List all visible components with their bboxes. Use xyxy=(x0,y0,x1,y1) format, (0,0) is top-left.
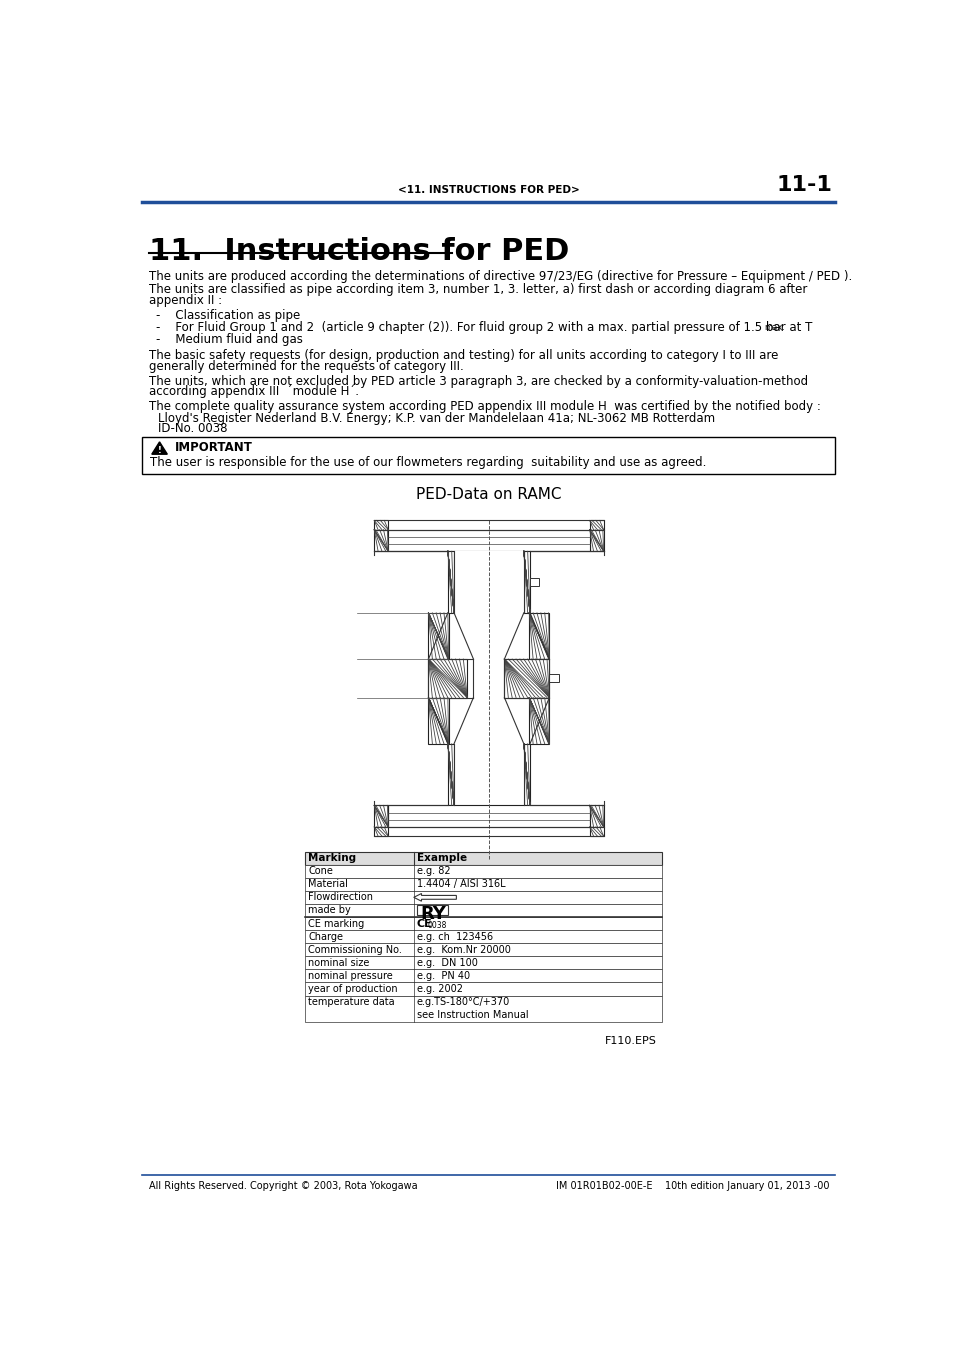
Bar xyxy=(305,930,661,944)
Bar xyxy=(447,551,454,613)
Bar xyxy=(589,828,603,836)
Text: e.g.  PN 40: e.g. PN 40 xyxy=(416,971,470,981)
Bar xyxy=(305,904,661,917)
Text: IM 01R01B02-00E-E    10th edition January 01, 2013 -00: IM 01R01B02-00E-E 10th edition January 0… xyxy=(555,1181,828,1192)
Bar xyxy=(589,529,603,551)
Bar xyxy=(305,864,661,878)
Text: nominal pressure: nominal pressure xyxy=(308,971,393,981)
Bar xyxy=(504,659,549,698)
Text: according appendix III  ´module H´.: according appendix III ´module H´. xyxy=(149,385,358,398)
Bar xyxy=(523,551,530,613)
Bar xyxy=(142,437,834,474)
Polygon shape xyxy=(152,441,167,454)
Text: nominal size: nominal size xyxy=(308,957,370,968)
Text: The basic safety requests (for design, production and testing) for all units acc: The basic safety requests (for design, p… xyxy=(149,350,778,362)
Text: Commissioning No.: Commissioning No. xyxy=(308,945,402,954)
Bar xyxy=(523,744,530,806)
Text: !: ! xyxy=(157,446,161,455)
Text: -    Medium fluid and gas: - Medium fluid and gas xyxy=(156,332,303,346)
Bar xyxy=(428,613,448,659)
Text: 11-1: 11-1 xyxy=(776,176,831,196)
Text: e.g.TS-180°C/+370: e.g.TS-180°C/+370 xyxy=(416,998,510,1007)
Text: see Instruction Manual: see Instruction Manual xyxy=(416,1010,528,1021)
Text: e.g. ch  123456: e.g. ch 123456 xyxy=(416,931,493,941)
Text: Cone: Cone xyxy=(308,867,333,876)
Text: e.g.  DN 100: e.g. DN 100 xyxy=(416,957,477,968)
Bar xyxy=(529,613,549,659)
Text: made by: made by xyxy=(308,906,351,915)
Bar xyxy=(454,551,523,613)
Text: <11. INSTRUCTIONS FOR PED>: <11. INSTRUCTIONS FOR PED> xyxy=(397,185,579,196)
Text: ID-No. 0038: ID-No. 0038 xyxy=(158,423,227,435)
Text: -    Classification as pipe: - Classification as pipe xyxy=(156,309,300,321)
Bar xyxy=(305,852,661,864)
Text: 1.4404 / AISI 316L: 1.4404 / AISI 316L xyxy=(416,879,505,890)
Bar xyxy=(428,698,448,744)
Text: appendix II :: appendix II : xyxy=(149,294,222,306)
Bar xyxy=(589,806,603,828)
Text: The units, which are not excluded by PED article 3 paragraph 3, are checked by a: The units, which are not excluded by PED… xyxy=(149,374,807,387)
Text: The units are classified as pipe according item 3, number 1, 3. letter, a) first: The units are classified as pipe accordi… xyxy=(149,284,806,296)
Bar xyxy=(305,956,661,969)
Bar xyxy=(374,529,388,551)
Bar xyxy=(447,744,454,806)
Text: Flowdirection: Flowdirection xyxy=(308,892,373,902)
Text: RY: RY xyxy=(419,906,445,923)
Text: CE marking: CE marking xyxy=(308,918,364,929)
Text: 11.  Instructions for PED: 11. Instructions for PED xyxy=(149,238,569,266)
Bar xyxy=(305,983,661,995)
Text: year of production: year of production xyxy=(308,984,397,994)
Text: The complete quality assurance system according PED appendix III module H  was c: The complete quality assurance system ac… xyxy=(149,400,820,413)
Bar xyxy=(374,521,388,529)
Text: temperature data: temperature data xyxy=(308,998,395,1007)
Bar xyxy=(447,551,454,613)
Bar xyxy=(388,806,589,828)
Text: PED-Data on RAMC: PED-Data on RAMC xyxy=(416,486,561,502)
Bar xyxy=(305,878,661,891)
Bar xyxy=(549,675,558,682)
Text: Lloyd's Register Nederland B.V. Energy; K.P. van der Mandelelaan 41a; NL-3062 MB: Lloyd's Register Nederland B.V. Energy; … xyxy=(158,412,715,425)
Text: The units are produced according the determinations of directive 97/23/EG (direc: The units are produced according the det… xyxy=(149,270,851,282)
Bar xyxy=(529,698,549,744)
Text: e.g. 82: e.g. 82 xyxy=(416,867,450,876)
Bar xyxy=(374,828,388,836)
Text: e.g.  Kom.Nr 20000: e.g. Kom.Nr 20000 xyxy=(416,945,510,954)
Text: All Rights Reserved. Copyright © 2003, Rota Yokogawa: All Rights Reserved. Copyright © 2003, R… xyxy=(149,1181,416,1192)
Text: F110.EPS: F110.EPS xyxy=(604,1035,656,1045)
Bar xyxy=(589,521,603,529)
Text: max.: max. xyxy=(763,323,784,332)
Bar xyxy=(305,944,661,956)
Text: CE: CE xyxy=(416,918,432,929)
FancyArrow shape xyxy=(414,894,456,902)
Bar xyxy=(428,659,467,698)
Text: Example: Example xyxy=(416,853,466,863)
Text: Charge: Charge xyxy=(308,931,343,941)
Bar xyxy=(305,995,661,1022)
Bar xyxy=(454,744,523,806)
Text: The user is responsible for the use of our flowmeters regarding  suitability and: The user is responsible for the use of o… xyxy=(150,456,706,468)
Bar xyxy=(530,578,538,586)
Bar xyxy=(388,529,589,551)
Bar xyxy=(305,969,661,983)
Bar xyxy=(305,891,661,904)
Text: IMPORTANT: IMPORTANT xyxy=(174,441,253,454)
Text: -    For Fluid Group 1 and 2  (article 9 chapter (2)). For fluid group 2 with a : - For Fluid Group 1 and 2 (article 9 cha… xyxy=(156,320,812,333)
Bar xyxy=(416,906,447,915)
Text: generally determined for the requests of category III.: generally determined for the requests of… xyxy=(149,359,463,373)
Text: e.g. 2002: e.g. 2002 xyxy=(416,984,462,994)
Text: Marking: Marking xyxy=(308,853,356,863)
Text: 0038: 0038 xyxy=(427,921,447,930)
Bar xyxy=(374,806,388,828)
Text: Material: Material xyxy=(308,879,348,890)
Bar xyxy=(305,917,661,930)
